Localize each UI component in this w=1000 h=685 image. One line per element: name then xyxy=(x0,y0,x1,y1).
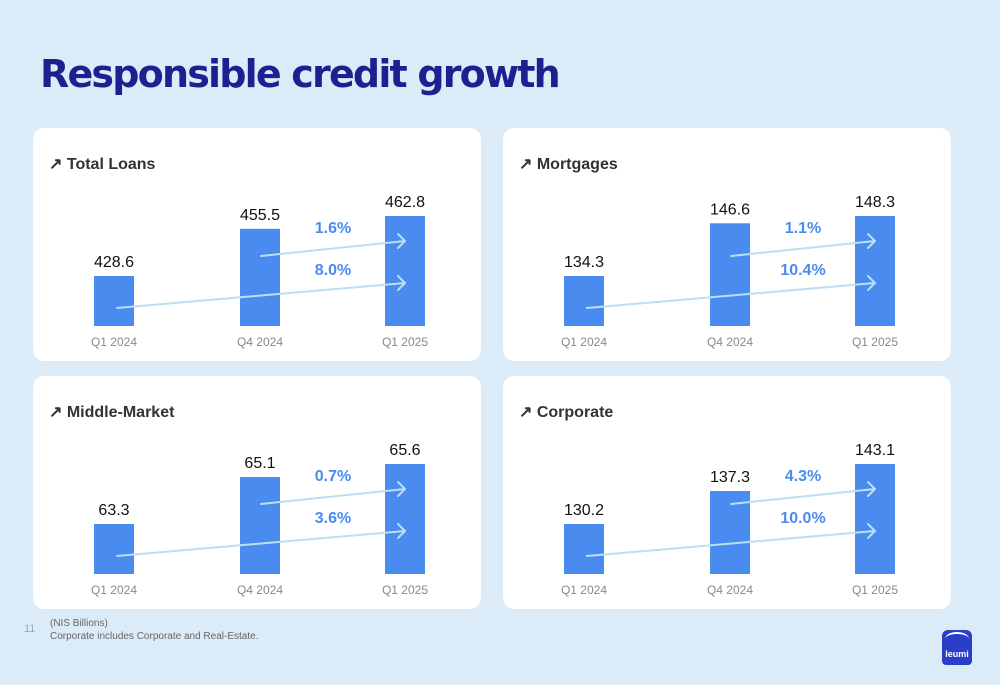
x-tick-label: Q4 2024 xyxy=(237,335,283,349)
x-tick-label: Q1 2025 xyxy=(382,583,428,597)
growth-arrow-short xyxy=(260,488,406,505)
chart-title: ↗ Middle-Market xyxy=(49,404,175,421)
growth-arrow-long xyxy=(586,282,876,309)
chart-total-loans: ↗ Total Loans 428.6 Q1 2024 455.5 Q4 2024 462… xyxy=(49,156,428,349)
bar xyxy=(94,524,134,574)
footnote: (NIS Billions) Corporate includes Corpor… xyxy=(50,617,258,643)
data-label: 428.6 xyxy=(94,254,134,271)
logo-arc-icon xyxy=(945,632,969,646)
data-label: 65.6 xyxy=(389,442,420,459)
bar xyxy=(855,216,895,326)
chart-title: ↗ Corporate xyxy=(519,404,613,421)
x-tick-label: Q1 2024 xyxy=(91,335,137,349)
growth-arrow-head-icon xyxy=(867,233,876,249)
data-label: 130.2 xyxy=(564,502,604,519)
data-label: 462.8 xyxy=(385,194,425,211)
growth-arrow-head-icon xyxy=(867,481,876,497)
growth-arrow-head-icon xyxy=(397,481,406,497)
growth-arrow-head-icon xyxy=(867,523,876,539)
growth-arrow-head-icon xyxy=(397,275,406,291)
growth-label-yoy: 10.0% xyxy=(780,510,825,527)
data-label: 148.3 xyxy=(855,194,895,211)
growth-arrow-short xyxy=(730,488,876,505)
growth-label-yoy: 10.4% xyxy=(780,262,825,279)
chart-panel-middle-market: ↗ Middle-Market 63.3 Q1 2024 65.1 Q4 2024 65.… xyxy=(33,376,481,609)
chart-panel-total-loans: ↗ Total Loans 428.6 Q1 2024 455.5 Q4 2024 462… xyxy=(33,128,481,361)
bar xyxy=(564,524,604,574)
x-tick-label: Q1 2025 xyxy=(852,335,898,349)
x-tick-label: Q1 2024 xyxy=(561,335,607,349)
chart-mortgages: ↗ Mortgages 134.3 Q1 2024 146.6 Q4 2024 148.3… xyxy=(519,156,898,349)
footnote-note: Corporate includes Corporate and Real-Es… xyxy=(50,631,259,642)
data-label: 143.1 xyxy=(855,442,895,459)
bar xyxy=(385,464,425,574)
growth-label-yoy: 3.6% xyxy=(315,510,351,527)
bar xyxy=(385,216,425,326)
x-tick-label: Q1 2024 xyxy=(91,583,137,597)
data-label: 63.3 xyxy=(98,502,129,519)
bar xyxy=(855,464,895,574)
page-number: 11 xyxy=(24,623,36,635)
leumi-logo: leumi xyxy=(942,630,972,665)
data-label: 455.5 xyxy=(240,207,280,224)
growth-label-qoq: 1.6% xyxy=(315,220,351,237)
footnote-units: (NIS Billions) xyxy=(50,618,108,629)
growth-label-qoq: 0.7% xyxy=(315,468,351,485)
growth-label-qoq: 1.1% xyxy=(785,220,821,237)
chart-title: ↗ Mortgages xyxy=(519,156,618,173)
bar xyxy=(94,276,134,326)
data-label: 134.3 xyxy=(564,254,604,271)
bar xyxy=(240,228,280,326)
bar xyxy=(710,490,750,574)
x-tick-label: Q1 2025 xyxy=(382,335,428,349)
bar xyxy=(710,223,750,326)
growth-arrow-short xyxy=(730,240,876,257)
data-label: 137.3 xyxy=(710,469,750,486)
page-title: Responsible credit growth xyxy=(40,52,561,96)
x-tick-label: Q4 2024 xyxy=(707,335,753,349)
growth-arrow-long xyxy=(116,530,406,557)
x-tick-label: Q4 2024 xyxy=(707,583,753,597)
growth-arrow-head-icon xyxy=(397,523,406,539)
chart-corporate: ↗ Corporate 130.2 Q1 2024 137.3 Q4 2024 143.1… xyxy=(519,404,898,597)
data-label: 146.6 xyxy=(710,201,750,218)
growth-arrow-long xyxy=(586,530,876,557)
bar xyxy=(564,276,604,326)
x-tick-label: Q1 2024 xyxy=(561,583,607,597)
bar xyxy=(240,477,280,574)
chart-panel-corporate: ↗ Corporate 130.2 Q1 2024 137.3 Q4 2024 143.1… xyxy=(503,376,951,609)
growth-arrow-long xyxy=(116,282,406,309)
chart-panel-mortgages: ↗ Mortgages 134.3 Q1 2024 146.6 Q4 2024 148.3… xyxy=(503,128,951,361)
x-tick-label: Q1 2025 xyxy=(852,583,898,597)
growth-arrow-head-icon xyxy=(397,233,406,249)
x-tick-label: Q4 2024 xyxy=(237,583,283,597)
growth-label-qoq: 4.3% xyxy=(785,468,821,485)
growth-arrow-short xyxy=(260,240,406,257)
chart-title: ↗ Total Loans xyxy=(49,156,156,173)
logo-text: leumi xyxy=(945,649,969,659)
chart-middle-market: ↗ Middle-Market 63.3 Q1 2024 65.1 Q4 2024 65.… xyxy=(49,404,428,597)
data-label: 65.1 xyxy=(244,455,275,472)
growth-arrow-head-icon xyxy=(867,275,876,291)
growth-label-yoy: 8.0% xyxy=(315,262,351,279)
